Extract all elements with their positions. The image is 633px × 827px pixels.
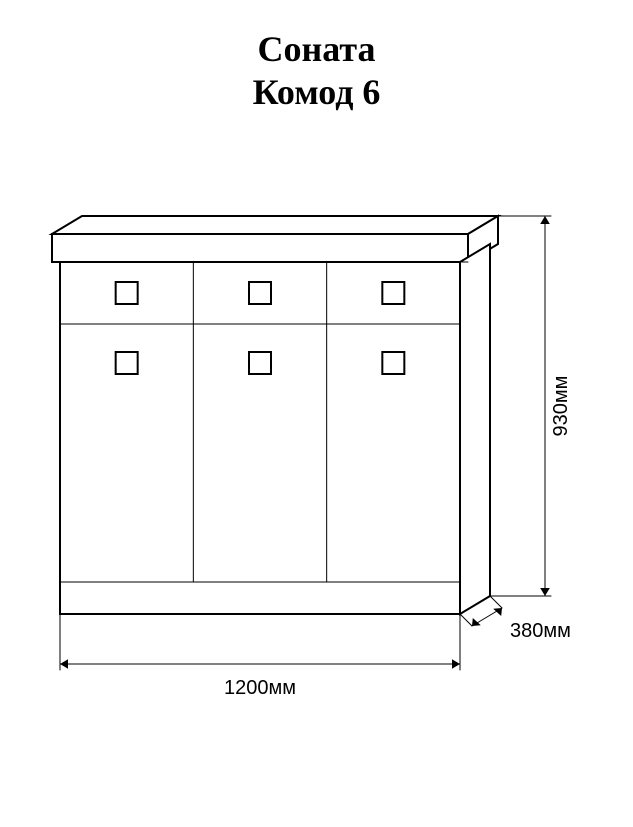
furniture-diagram: 1200мм 380мм 930мм <box>0 194 633 754</box>
title-line-1: Соната <box>0 28 633 71</box>
depth-dimension-label: 380мм <box>510 620 571 642</box>
height-dimension-label: 930мм <box>550 376 572 437</box>
title-line-2: Комод 6 <box>0 71 633 114</box>
width-dimension-label: 1200мм <box>224 677 296 699</box>
